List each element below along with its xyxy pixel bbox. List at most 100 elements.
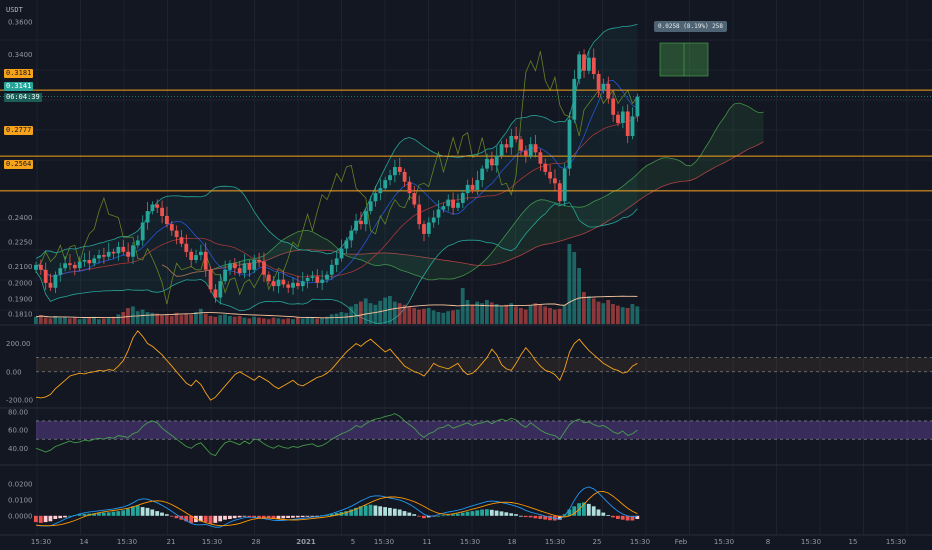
candle-body [388,175,392,181]
price-axis-label: 0.3600 [8,18,33,26]
macd-histogram-bar [606,515,611,516]
candle-body [587,57,591,71]
time-axis-label: 15:30 [714,538,734,546]
volume-bar [58,317,63,324]
macd-histogram-bar [67,515,72,517]
price-axis-label: 0.2250 [8,239,33,247]
volume-bar [174,312,179,324]
macd-histogram-bar [150,509,155,516]
volume-bar [48,318,53,324]
time-axis-label: 25 [593,538,602,546]
candle-body [397,167,402,172]
volume-bar [446,311,450,324]
candle-body [523,150,528,156]
macd-histogram-bar [528,515,533,518]
volume-bar [572,252,577,324]
candle-body [286,284,291,288]
macd-histogram-bar [441,515,446,517]
time-axis-label: 15:30 [886,538,906,546]
time-axis-label: 5 [351,538,355,546]
candle-body [174,230,179,238]
volume-bar [485,300,489,324]
volume-bar [320,317,324,324]
volume-bar [121,312,126,324]
candle-body [262,261,266,275]
volume-bar [494,304,499,324]
bollinger-lower [35,202,638,324]
macd-histogram-bar [291,515,295,518]
macd-histogram-bar [596,509,601,516]
candle-body [150,204,155,211]
volume-bar [295,317,300,324]
candle-body [635,96,640,117]
rsi-axis-label: 40.00 [8,445,28,453]
volume-bar [582,292,586,324]
candle-body [436,209,441,218]
candle-body [223,269,227,282]
candle-body [276,279,281,287]
price-axis-label: 0.1810 [8,310,33,318]
candle-body [431,217,436,223]
macd-histogram-bar [111,511,116,516]
candle-body [456,202,460,208]
candle-body [63,263,67,269]
volume-bar [63,316,67,324]
candle-body [407,181,412,194]
macd-histogram-bar [97,512,101,516]
candle-body [39,264,43,270]
macd-histogram-bar [519,515,523,517]
volume-bar [455,309,460,324]
volume-bar [257,317,261,324]
currency-label: USDT [6,6,23,14]
candle-body [368,201,373,212]
macd-histogram-bar [218,515,223,522]
volume-bar [460,288,465,324]
cci-axis-label: 200.00 [6,340,31,348]
candle-body [131,245,135,257]
macd-histogram-bar [82,513,87,516]
candle-body [426,222,431,234]
macd-histogram-bar [480,509,484,516]
volume-bar [422,308,426,324]
macd-histogram-bar [135,505,140,516]
volume-bar [543,306,548,324]
time-axis-label: 21 [167,538,176,546]
volume-bar [203,313,208,324]
macd-histogram-bar [286,515,290,518]
macd-histogram-bar [310,515,315,517]
candle-body [43,269,48,283]
candle-body [106,251,111,257]
candle-body [383,180,388,189]
macd-histogram-bar [155,511,160,516]
candle-body [616,114,620,123]
volume-bar [620,307,625,324]
macd-histogram-bar [388,507,392,516]
volume-bar [242,317,247,324]
candle-body [329,264,334,275]
time-axis-label: 15:30 [117,538,137,546]
volume-bar [198,308,203,324]
volume-bar [97,319,101,324]
cci-band [36,357,932,372]
macd-histogram-bar [116,511,121,516]
candle-body [611,98,616,115]
candle-body [606,83,611,99]
volume-bar [266,319,271,324]
volume-bar [208,316,213,324]
candle-body [189,251,194,260]
macd-histogram-bar [300,515,305,518]
macd-histogram-bar [77,514,82,516]
macd-histogram-bar [538,515,543,519]
volume-bar [519,308,523,324]
volume-bars [34,244,640,324]
volume-bar [315,318,320,324]
volume-bar [325,316,329,324]
candle-body [402,171,407,182]
macd-histogram-bar [363,505,368,516]
ichimoku-span-b [161,141,764,277]
macd-histogram-bar [523,515,528,518]
candle-body [111,251,116,254]
candle-body [596,74,601,91]
